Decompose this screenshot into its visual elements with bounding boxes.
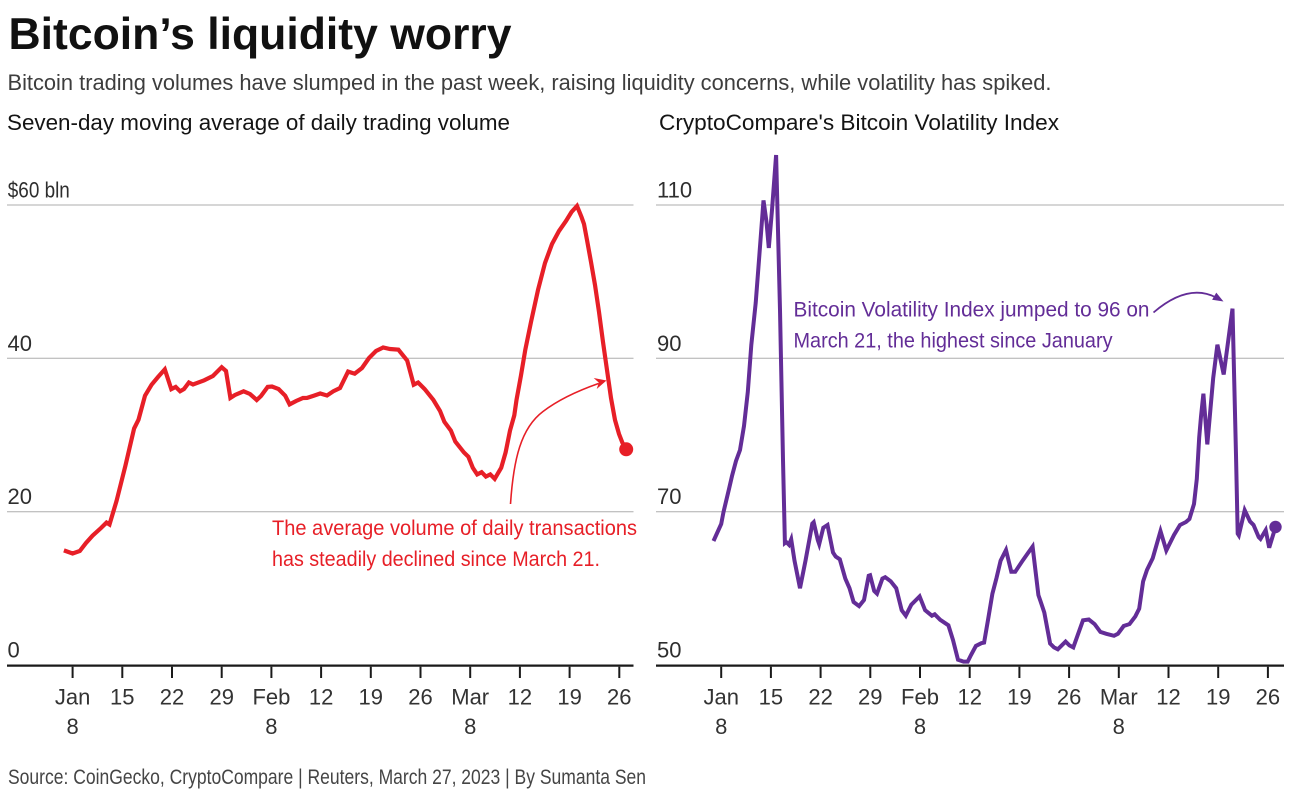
svg-text:19: 19: [1007, 685, 1031, 710]
svg-text:19: 19: [359, 685, 383, 710]
svg-text:CryptoCompare's Bitcoin Volati: CryptoCompare's Bitcoin Volatility Index: [659, 110, 1059, 135]
svg-text:15: 15: [110, 685, 134, 710]
svg-text:March 21, the highest since Ja: March 21, the highest since January: [794, 330, 1113, 353]
svg-text:50: 50: [657, 638, 681, 663]
svg-text:26: 26: [408, 685, 432, 710]
svg-text:The average volume of daily tr: The average volume of daily transactions: [272, 517, 637, 540]
svg-text:8: 8: [265, 714, 277, 739]
svg-text:Bitcoin Volatility Index jumpe: Bitcoin Volatility Index jumped to 96 on: [794, 299, 1150, 322]
svg-text:12: 12: [309, 685, 333, 710]
svg-text:Source: CoinGecko, CryptoCompa: Source: CoinGecko, CryptoCompare | Reute…: [8, 766, 646, 789]
svg-text:20: 20: [8, 484, 32, 509]
svg-text:Feb: Feb: [901, 685, 939, 710]
svg-text:22: 22: [808, 685, 832, 710]
svg-text:26: 26: [1256, 685, 1280, 710]
svg-text:19: 19: [1206, 685, 1230, 710]
svg-text:22: 22: [160, 685, 184, 710]
svg-text:40: 40: [8, 331, 32, 356]
svg-text:90: 90: [657, 331, 681, 356]
svg-text:8: 8: [914, 714, 926, 739]
svg-text:70: 70: [657, 484, 681, 509]
svg-text:26: 26: [607, 685, 631, 710]
svg-text:Seven-day moving average of da: Seven-day moving average of daily tradin…: [7, 110, 510, 135]
svg-text:Mar: Mar: [451, 685, 489, 710]
svg-text:29: 29: [209, 685, 233, 710]
svg-text:8: 8: [464, 714, 476, 739]
svg-text:12: 12: [508, 685, 532, 710]
svg-text:Bitcoin trading volumes have s: Bitcoin trading volumes have slumped in …: [8, 70, 1052, 95]
svg-text:19: 19: [557, 685, 581, 710]
svg-text:12: 12: [957, 685, 981, 710]
svg-text:Jan: Jan: [703, 685, 738, 710]
svg-text:$60 bln: $60 bln: [8, 178, 70, 203]
svg-text:0: 0: [8, 638, 20, 663]
svg-text:Mar: Mar: [1100, 685, 1138, 710]
svg-text:8: 8: [715, 714, 727, 739]
svg-text:8: 8: [1113, 714, 1125, 739]
svg-text:has steadily declined since Ma: has steadily declined since March 21.: [272, 548, 600, 571]
svg-text:26: 26: [1057, 685, 1081, 710]
svg-text:8: 8: [66, 714, 78, 739]
svg-text:110: 110: [657, 178, 692, 203]
svg-text:12: 12: [1156, 685, 1180, 710]
svg-text:29: 29: [858, 685, 882, 710]
svg-text:Bitcoin’s liquidity worry: Bitcoin’s liquidity worry: [9, 10, 512, 59]
svg-text:Feb: Feb: [252, 685, 290, 710]
svg-text:Jan: Jan: [55, 685, 90, 710]
svg-text:15: 15: [759, 685, 783, 710]
